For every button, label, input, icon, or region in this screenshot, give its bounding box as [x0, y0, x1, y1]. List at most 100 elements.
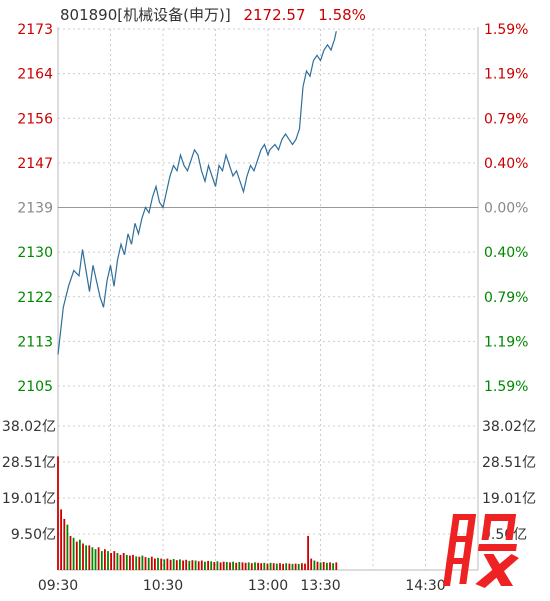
percent-tick-label: 1.19%	[484, 67, 528, 83]
volume-bar	[138, 556, 141, 570]
volume-bar	[113, 551, 116, 570]
volume-bar	[213, 562, 216, 570]
volume-bar	[88, 545, 91, 570]
volume-bar	[172, 559, 175, 570]
volume-bar	[79, 539, 81, 570]
volume-bar	[241, 562, 244, 570]
price-line	[57, 31, 337, 355]
stock-logo-icon	[443, 514, 519, 588]
volume-bar	[275, 563, 278, 570]
volume-bar	[313, 560, 316, 570]
percent-tick-label: 1.19%	[484, 334, 528, 350]
price-tick-label: 2164	[17, 67, 53, 83]
volume-bar	[94, 549, 97, 570]
volume-bar	[247, 562, 250, 570]
volume-bar	[200, 560, 203, 570]
volume-bar	[229, 562, 231, 570]
volume-bar	[100, 551, 103, 570]
percent-tick-label: 0.79%	[484, 111, 528, 127]
volume-bar	[294, 563, 297, 570]
volume-bar	[147, 557, 150, 570]
volume-bar	[238, 562, 241, 570]
volume-tick-label: 9.50亿	[11, 527, 56, 543]
volume-bar	[57, 456, 59, 570]
volume-bar	[82, 543, 84, 570]
volume-bar	[232, 561, 234, 570]
volume-bar	[263, 562, 266, 570]
volume-bar	[179, 559, 181, 570]
volume-bar	[119, 554, 122, 570]
stock-logo	[440, 508, 532, 592]
change-percent: 1.58%	[318, 6, 366, 24]
volume-bar	[326, 562, 328, 570]
volume-bar	[204, 561, 206, 570]
volume-bar	[310, 558, 313, 570]
volume-bar	[85, 545, 87, 570]
price-tick-label: 2147	[17, 156, 53, 172]
volume-bar	[135, 556, 138, 570]
volume-bar	[304, 563, 306, 570]
volume-bar	[244, 562, 247, 570]
volume-bar	[319, 562, 322, 570]
volume-bar	[191, 560, 194, 570]
volume-bar	[272, 563, 275, 570]
volume-bar	[75, 541, 78, 570]
volume-tick-label-right: 28.51亿	[482, 455, 536, 471]
volume-bar	[150, 556, 153, 570]
volume-bar	[132, 554, 134, 570]
volume-bar	[122, 553, 125, 570]
volume-bar	[282, 563, 284, 570]
volume-bar	[216, 561, 219, 570]
volume-bar	[116, 553, 119, 570]
price-tick-label: 2105	[17, 379, 53, 395]
volume-bar	[291, 563, 294, 570]
volume-bar	[222, 561, 225, 570]
volume-bar	[307, 535, 309, 570]
volume-bar	[269, 562, 272, 570]
volume-bar	[163, 559, 166, 570]
volume-bar	[250, 563, 253, 570]
percent-tick-label: 0.40%	[484, 156, 528, 172]
volume-bar	[210, 561, 213, 570]
volume-bar	[144, 557, 147, 570]
volume-bar	[235, 562, 238, 570]
time-tick-label: 13:30	[300, 578, 340, 594]
volume-bar	[288, 563, 291, 570]
volume-bar	[316, 561, 319, 570]
price-tick-label: 2113	[17, 334, 53, 350]
volume-bar	[72, 537, 75, 570]
price-tick-label: 2156	[17, 111, 53, 127]
percent-tick-label: 0.79%	[484, 290, 528, 306]
index-code-name: 801890[机械设备(申万)]	[60, 6, 231, 24]
volume-bar	[125, 554, 128, 570]
volume-bar	[154, 558, 156, 570]
volume-bar	[285, 563, 288, 570]
volume-bar	[157, 557, 159, 570]
volume-bar	[175, 560, 178, 570]
price-tick-label: 2130	[17, 245, 53, 261]
volume-bar	[260, 563, 263, 570]
volume-bar	[225, 562, 228, 570]
volume-bar	[266, 563, 269, 570]
volume-bar	[301, 563, 303, 570]
volume-tick-label: 28.51亿	[2, 455, 56, 471]
volume-tick-label: 19.01亿	[2, 491, 56, 507]
time-tick-label: 10:30	[143, 578, 183, 594]
volume-bar	[185, 559, 188, 570]
volume-tick-label-right: 19.01亿	[482, 491, 536, 507]
volume-bar	[188, 560, 191, 570]
volume-bar	[254, 562, 256, 570]
volume-bar	[169, 559, 172, 570]
volume-bar	[207, 560, 209, 570]
volume-bar	[60, 509, 62, 570]
volume-bar	[257, 562, 259, 570]
volume-bar	[219, 562, 222, 570]
volume-bar	[160, 558, 163, 570]
volume-bar	[69, 535, 72, 570]
volume-bar	[107, 551, 109, 570]
volume-bar	[66, 524, 69, 570]
volume-bar	[194, 560, 197, 570]
volume-tick-label-right: 9.50亿	[482, 527, 527, 543]
last-price: 2172.57	[243, 6, 306, 24]
